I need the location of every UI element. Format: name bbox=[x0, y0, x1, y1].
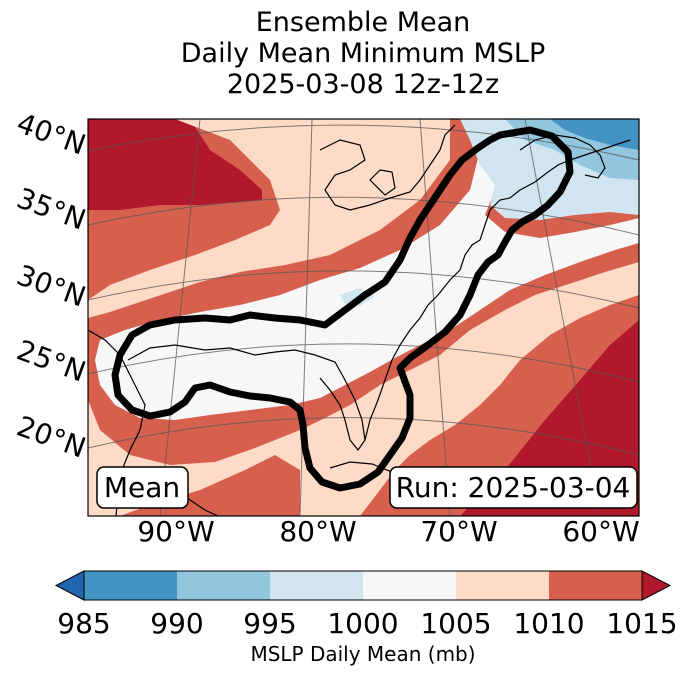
map-frame bbox=[87, 118, 640, 517]
colorbar-bin-1000-1005 bbox=[363, 571, 456, 600]
coast-lake-erie bbox=[369, 169, 396, 196]
parallel-25n bbox=[88, 343, 639, 383]
coast-east-us bbox=[364, 139, 631, 441]
lon-label-70w: 70°W bbox=[420, 515, 497, 548]
colorbar-tick-1015: 1015 bbox=[606, 607, 677, 640]
coast-nova-scotia bbox=[519, 134, 606, 179]
meridian-60w bbox=[524, 119, 601, 516]
mean-label-box bbox=[96, 466, 189, 509]
mean-label: Mean bbox=[104, 471, 180, 504]
field-985-990-region bbox=[550, 119, 639, 150]
colorbar-tick-1005: 1005 bbox=[420, 607, 491, 640]
run-label: Run: 2025-03-04 bbox=[396, 471, 631, 504]
lon-label-90w: 90°W bbox=[137, 515, 214, 548]
colorbar-bin-990-995 bbox=[177, 571, 270, 600]
parallel-35n bbox=[88, 196, 639, 236]
lat-label-25n: 25°N bbox=[12, 333, 90, 388]
lat-label-20n: 20°N bbox=[12, 409, 90, 464]
lat-label-35n: 35°N bbox=[12, 181, 90, 236]
colorbar-label: MSLP Daily Mean (mb) bbox=[250, 642, 475, 666]
ensemble-contour-outline bbox=[111, 126, 574, 492]
lat-label-40n: 40°N bbox=[12, 106, 90, 161]
meridian-70w bbox=[419, 119, 451, 516]
colorbar-tick-1010: 1010 bbox=[513, 607, 584, 640]
lon-label-60w: 60°W bbox=[562, 515, 639, 548]
colorbar-frame bbox=[83, 570, 643, 601]
colorbar-bin-1010-1015 bbox=[549, 571, 642, 600]
colorbar-extend-low bbox=[54, 570, 85, 601]
colorbar: 985 990 995 1000 1005 1010 1015 MSLP Dai… bbox=[54, 570, 678, 666]
title-line-1: Ensemble Mean bbox=[255, 7, 471, 38]
title-line-2: Daily Mean Minimum MSLP bbox=[180, 38, 546, 69]
field-1015-plus-northwest bbox=[88, 119, 262, 210]
colorbar-bin-1005-1010 bbox=[456, 571, 549, 600]
coast-gulf-florida bbox=[127, 344, 366, 452]
colorbar-tick-995: 995 bbox=[243, 607, 296, 640]
colorbar-tick-990: 990 bbox=[150, 607, 203, 640]
parallel-30n bbox=[88, 270, 639, 309]
run-label-box bbox=[389, 466, 638, 509]
title-line-3: 2025-03-08 12z-12z bbox=[226, 69, 500, 100]
colorbar-tick-985: 985 bbox=[57, 607, 110, 640]
pressure-field bbox=[88, 119, 639, 516]
field-1000-1005-band bbox=[95, 119, 639, 420]
colorbar-bin-985-990 bbox=[84, 571, 177, 600]
colorbar-bin-995-1000 bbox=[270, 571, 363, 600]
lon-label-80w: 80°W bbox=[279, 515, 356, 548]
colorbar-extend-high bbox=[641, 570, 672, 601]
colorbar-tick-1000: 1000 bbox=[327, 607, 398, 640]
coast-great-lakes bbox=[319, 124, 456, 211]
lat-label-30n: 30°N bbox=[12, 258, 90, 313]
